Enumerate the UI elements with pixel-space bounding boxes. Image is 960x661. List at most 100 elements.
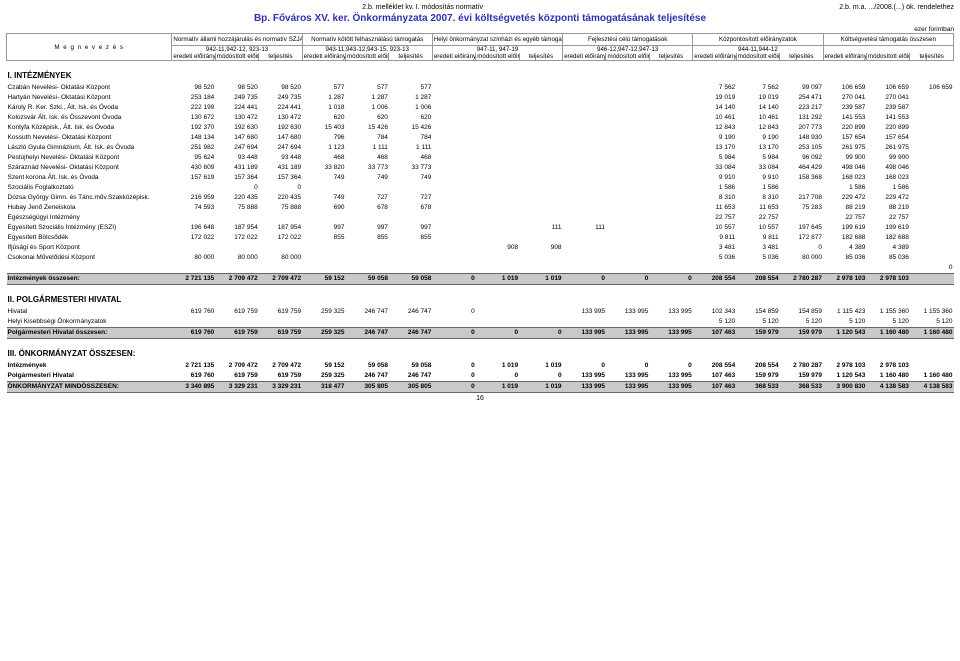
total-value: 2 978 103 bbox=[866, 274, 909, 285]
row-value bbox=[606, 153, 649, 163]
row-name: Hubay Jenő Zeneiskola bbox=[7, 203, 172, 213]
row-name bbox=[7, 263, 172, 274]
row-value: 4 389 bbox=[823, 243, 866, 253]
row-value bbox=[563, 123, 606, 133]
row-value bbox=[302, 317, 345, 328]
row-value: 22 757 bbox=[693, 213, 736, 223]
row-value: 199 619 bbox=[866, 223, 909, 233]
row-value: 133 995 bbox=[649, 307, 692, 317]
grp-5: Költségvetési támogatás összesen bbox=[823, 34, 953, 46]
row-value: 1 287 bbox=[389, 93, 432, 103]
row-value bbox=[910, 223, 954, 233]
row-value: 1 155 360 bbox=[910, 307, 954, 317]
subhead: teljesítés bbox=[910, 53, 954, 61]
total-value: 246 747 bbox=[389, 328, 432, 339]
row-value: 10 557 bbox=[736, 223, 779, 233]
table-row: Intézmények2 721 1352 709 4722 709 47259… bbox=[7, 361, 954, 371]
row-value: 147 680 bbox=[259, 133, 302, 143]
row-value bbox=[606, 83, 649, 93]
row-value: 85 036 bbox=[866, 253, 909, 263]
row-value: 99 900 bbox=[823, 153, 866, 163]
row-value: 223 217 bbox=[780, 103, 823, 113]
row-value bbox=[259, 317, 302, 328]
row-value: 1 160 480 bbox=[910, 371, 954, 382]
row-value bbox=[910, 163, 954, 173]
row-value: 1 111 bbox=[346, 143, 389, 153]
row-value bbox=[649, 203, 692, 213]
row-value bbox=[519, 163, 562, 173]
row-value: 154 859 bbox=[736, 307, 779, 317]
row-value bbox=[606, 103, 649, 113]
row-value bbox=[432, 103, 475, 113]
row-value: 130 672 bbox=[172, 113, 215, 123]
row-value bbox=[346, 253, 389, 263]
row-value bbox=[476, 83, 519, 93]
section-title: II. POLGÁRMESTERI HIVATAL bbox=[7, 289, 954, 307]
row-value: 1 586 bbox=[866, 183, 909, 193]
table-row: Ifjúsági és Sport Központ9089083 4813 48… bbox=[7, 243, 954, 253]
row-value bbox=[476, 133, 519, 143]
row-value bbox=[476, 123, 519, 133]
row-value: 5 984 bbox=[693, 153, 736, 163]
row-value: 141 553 bbox=[823, 113, 866, 123]
total-label: Intézmények összesen: bbox=[7, 274, 172, 285]
row-value bbox=[476, 317, 519, 328]
main-table: M e g n e v e z é s Normatív állami hozz… bbox=[6, 33, 954, 393]
row-value: 130 472 bbox=[259, 113, 302, 123]
row-value bbox=[649, 243, 692, 253]
row-value bbox=[606, 243, 649, 253]
row-value: 678 bbox=[389, 203, 432, 213]
row-value: 220 435 bbox=[215, 193, 258, 203]
row-value: 208 554 bbox=[693, 361, 736, 371]
row-value: 80 000 bbox=[780, 253, 823, 263]
row-value: 5 036 bbox=[736, 253, 779, 263]
row-value bbox=[649, 123, 692, 133]
total-value: 1 019 bbox=[519, 382, 562, 393]
total-value: 59 058 bbox=[346, 274, 389, 285]
row-value: 261 975 bbox=[866, 143, 909, 153]
row-value: 1 586 bbox=[693, 183, 736, 193]
row-value: 1 006 bbox=[389, 103, 432, 113]
row-value bbox=[519, 193, 562, 203]
row-value: 0 bbox=[649, 361, 692, 371]
row-value: 619 760 bbox=[172, 371, 215, 382]
row-value bbox=[389, 317, 432, 328]
subhead: eredeti előirányzat bbox=[693, 53, 736, 61]
row-value: 784 bbox=[389, 133, 432, 143]
total-value: 3 329 231 bbox=[259, 382, 302, 393]
subhead: módosított előirányzat bbox=[866, 53, 909, 61]
row-value bbox=[563, 263, 606, 274]
row-name: Intézmények bbox=[7, 361, 172, 371]
row-value: 577 bbox=[302, 83, 345, 93]
row-value: 253 105 bbox=[780, 143, 823, 153]
row-value bbox=[476, 153, 519, 163]
row-name: Egészségügyi Intézmény bbox=[7, 213, 172, 223]
row-value bbox=[649, 213, 692, 223]
row-value bbox=[432, 113, 475, 123]
row-value: 224 441 bbox=[259, 103, 302, 113]
row-value: 3 481 bbox=[736, 243, 779, 253]
subhead: módosított előirányzat bbox=[346, 53, 389, 61]
row-value: 192 630 bbox=[215, 123, 258, 133]
row-value: 75 888 bbox=[259, 203, 302, 213]
row-value bbox=[432, 93, 475, 103]
row-value bbox=[910, 233, 954, 243]
table-row: Egyesített Bölcsődék172 022172 022172 02… bbox=[7, 233, 954, 243]
row-value bbox=[519, 103, 562, 113]
table-row: Pestújhelyi Nevelési- Oktatási Központ95… bbox=[7, 153, 954, 163]
row-value bbox=[649, 93, 692, 103]
row-value: 855 bbox=[302, 233, 345, 243]
row-value: 261 975 bbox=[823, 143, 866, 153]
row-value bbox=[302, 243, 345, 253]
annex-left: 2.b. melléklet kv. I. módosítás normatív bbox=[362, 4, 483, 11]
row-value bbox=[215, 263, 258, 274]
row-value bbox=[606, 173, 649, 183]
row-value: 182 688 bbox=[823, 233, 866, 243]
row-value: 727 bbox=[389, 193, 432, 203]
row-value: 254 471 bbox=[780, 93, 823, 103]
row-value: 99 900 bbox=[866, 153, 909, 163]
row-value: 85 036 bbox=[823, 253, 866, 263]
total-value: 3 900 830 bbox=[823, 382, 866, 393]
row-value: 9 910 bbox=[736, 173, 779, 183]
subhead: módosított előirányzat bbox=[476, 53, 519, 61]
